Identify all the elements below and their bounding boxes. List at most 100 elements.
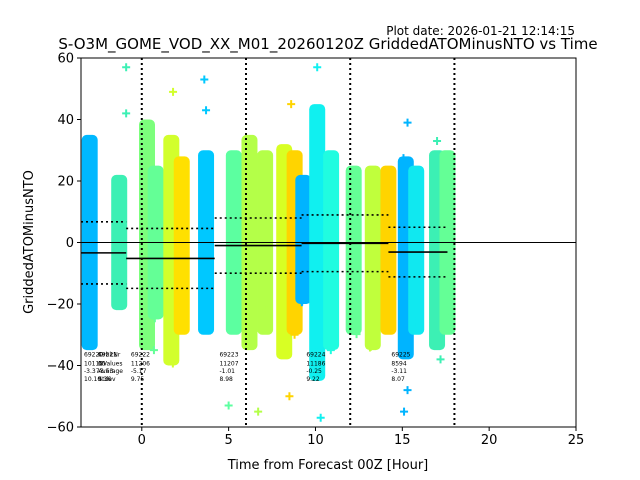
- outlier-19: [436, 355, 445, 364]
- strip-15-point: [351, 301, 360, 310]
- annotation-5-0: 69225: [391, 351, 410, 358]
- strip-11-point: [287, 246, 296, 255]
- strip-18-point: [398, 162, 407, 171]
- strip-19-point: [412, 176, 421, 185]
- strip-18-point: [399, 154, 408, 163]
- strip-17-point: [384, 325, 393, 334]
- outlier-7: [287, 100, 296, 109]
- strip-0-point: [83, 140, 92, 149]
- strip-21-point: [445, 181, 454, 190]
- strip-21-point: [441, 195, 450, 204]
- y-axis-label: GriddedATOMinusNTO: [22, 170, 37, 314]
- strip-6-point: [204, 244, 213, 253]
- strip-5-point: [178, 325, 187, 334]
- y-tick-label-2: −20: [47, 298, 74, 313]
- chart-title: S-O3M_GOME_VOD_XX_M01_20260120Z GriddedA…: [58, 35, 597, 54]
- strip-10-point: [279, 224, 288, 233]
- strip-19-point: [412, 317, 421, 326]
- x-axis-ticks: 0 5 10 15 20 25: [138, 427, 585, 448]
- strip-17-point: [383, 195, 392, 204]
- y-tick-label-0: −60: [47, 421, 74, 436]
- strip-7-point: [230, 165, 239, 174]
- strip-21-point: [445, 251, 454, 260]
- strip-17-point: [386, 278, 395, 287]
- strip-10-point: [278, 301, 287, 310]
- strip-8-point: [246, 318, 255, 327]
- annotation-header-0: OrbitNr: [98, 351, 121, 358]
- strip-21-point: [442, 308, 451, 317]
- strip-8-point: [245, 188, 254, 197]
- strip-12-point: [298, 218, 307, 227]
- outlier-3: [139, 121, 148, 130]
- outlier-5: [200, 75, 209, 84]
- strip-1-point: [117, 273, 126, 282]
- annotation-5-1: 8594: [391, 361, 406, 368]
- strip-7-point: [230, 296, 239, 305]
- strip-11-point: [289, 314, 298, 323]
- strip-13-point: [315, 290, 324, 299]
- strip-3-point: [153, 280, 162, 289]
- strip-6-point: [203, 192, 212, 201]
- strip-1-point: [114, 258, 123, 267]
- strip-14-point: [328, 305, 337, 314]
- strip-0-point: [84, 321, 93, 330]
- strip-19-point: [412, 275, 421, 284]
- strip-10-point: [279, 328, 288, 337]
- strip-5-point: [178, 169, 187, 178]
- strip-4-point: [166, 308, 175, 317]
- strip-0-point: [88, 143, 97, 152]
- outlier-8: [313, 63, 322, 72]
- strip-7-point: [227, 177, 236, 186]
- strip-8-point: [243, 152, 252, 161]
- outlier-15: [285, 392, 294, 401]
- x-tick-label-3: 15: [394, 433, 411, 448]
- annotation-0-2: -3.37: [84, 368, 100, 375]
- strip-6-point: [202, 151, 211, 160]
- outlier-17: [400, 407, 409, 416]
- strip-8-point: [245, 247, 254, 256]
- strip-15-point: [350, 272, 359, 281]
- strip-9-point: [261, 279, 270, 288]
- strip-1-point: [112, 245, 121, 254]
- strip-18-point: [399, 278, 408, 287]
- strip-5-point: [177, 236, 186, 245]
- strip-14-point: [326, 325, 335, 334]
- strip-4-point: [164, 323, 173, 332]
- strip-12-point: [300, 211, 309, 220]
- strip-3-point: [154, 301, 163, 310]
- x-tick-label-1: 5: [224, 433, 232, 448]
- strip-14-point: [324, 193, 333, 202]
- annotation-4-1: 11186: [306, 361, 325, 368]
- strip-18-point: [400, 291, 409, 300]
- outlier-markers: [83, 63, 445, 422]
- x-tick-label-5: 25: [568, 433, 585, 448]
- strip-15-point: [348, 242, 357, 251]
- strip-17-point: [385, 181, 394, 190]
- strip-7-point: [229, 267, 238, 276]
- strip-15-point: [351, 167, 360, 176]
- strip-13-point: [311, 160, 320, 169]
- group-statistics: [81, 214, 448, 290]
- strip-6-point: [201, 210, 210, 219]
- strip-13-point: [314, 130, 323, 139]
- strip-14-point: [326, 201, 335, 210]
- strip-1-point: [116, 203, 125, 212]
- annotation-2-2: -5.17: [131, 368, 147, 375]
- strip-9-point: [263, 167, 272, 176]
- strip-14-point: [325, 266, 334, 275]
- outlier-11: [433, 137, 442, 146]
- strip-7-point: [229, 153, 238, 162]
- annotation-1-2: -3.53: [98, 368, 114, 375]
- strip-11-point: [290, 330, 299, 339]
- outlier-14: [254, 407, 263, 416]
- strip-13-point: [311, 248, 320, 257]
- strip-4-point: [164, 268, 173, 277]
- outlier-9: [316, 109, 325, 118]
- strip-0-point: [82, 308, 91, 317]
- strip-5-point: [180, 309, 189, 318]
- strip-16: [364, 165, 381, 351]
- strip-2-point: [140, 218, 149, 227]
- strip-15-point: [347, 266, 356, 275]
